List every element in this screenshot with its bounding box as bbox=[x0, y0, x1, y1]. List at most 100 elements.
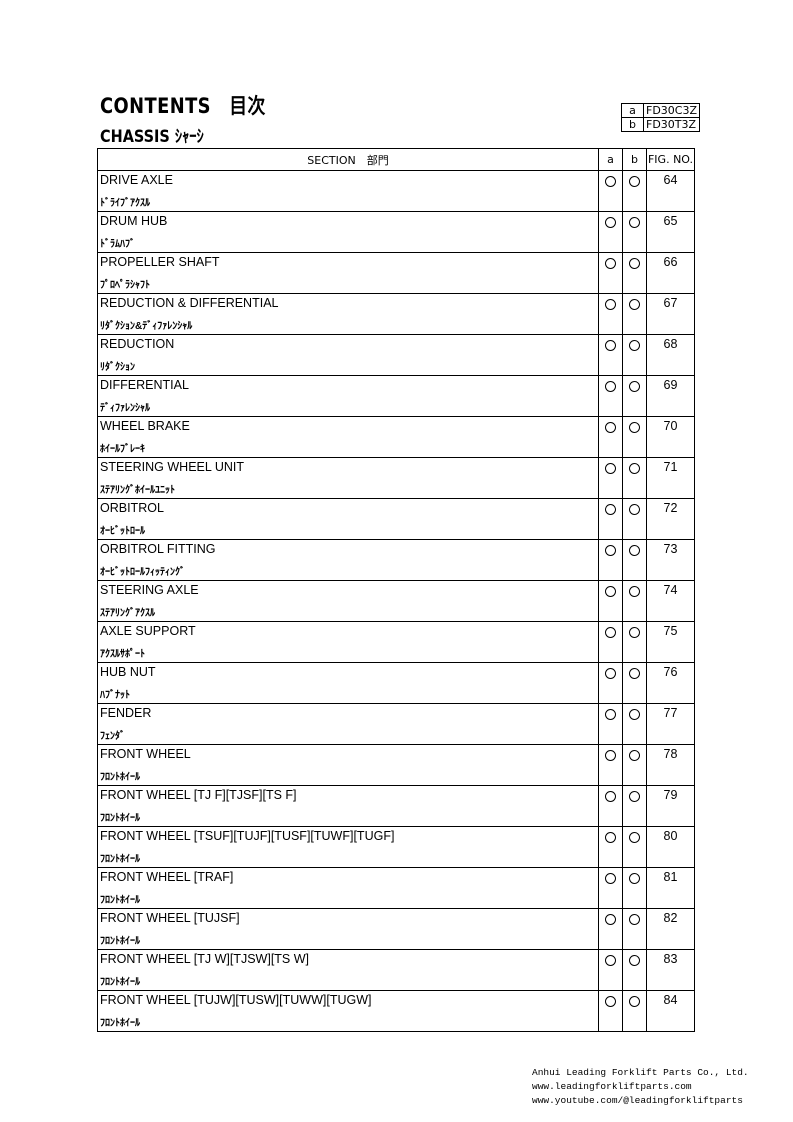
section-name-en: DRIVE AXLE bbox=[100, 173, 173, 187]
model-value: FD30T3Z bbox=[642, 117, 701, 132]
fig-number-cell[interactable]: 71 bbox=[646, 457, 695, 499]
circle-mark-icon bbox=[629, 791, 640, 802]
section-name-en: REDUCTION & DIFFERENTIAL bbox=[100, 296, 279, 310]
page-subtitle: CHASSIS ｼｬｰｼ bbox=[100, 127, 204, 147]
applicability-a bbox=[598, 621, 623, 663]
section-name-jp: ﾄﾞﾗｲﾌﾞｱｸｽﾙ bbox=[100, 198, 150, 209]
header-fig: FIG. NO. bbox=[646, 148, 695, 171]
fig-number-cell[interactable]: 72 bbox=[646, 498, 695, 540]
section-name-jp: ﾌｪﾝﾀﾞ bbox=[100, 731, 125, 742]
fig-number-link[interactable]: 80 bbox=[663, 829, 678, 843]
fig-number-cell[interactable]: 75 bbox=[646, 621, 695, 663]
section-name-jp: ﾌﾟﾛﾍﾟﾗｼｬﾌﾄ bbox=[100, 280, 150, 291]
footer-company: Anhui Leading Forklift Parts Co., Ltd. bbox=[532, 1067, 749, 1078]
fig-number-cell[interactable]: 77 bbox=[646, 703, 695, 745]
fig-number-link[interactable]: 76 bbox=[663, 665, 678, 679]
section-name-en: PROPELLER SHAFT bbox=[100, 255, 220, 269]
circle-mark-icon bbox=[605, 914, 616, 925]
table-row: ORBITROL FITTING ｵｰﾋﾞｯﾄﾛｰﾙﾌｨｯﾃｨﾝｸﾞ 73 bbox=[97, 539, 695, 581]
circle-mark-icon bbox=[605, 504, 616, 515]
circle-mark-icon bbox=[629, 668, 640, 679]
fig-number-link[interactable]: 68 bbox=[663, 337, 678, 351]
fig-number-cell[interactable]: 78 bbox=[646, 744, 695, 786]
fig-number-cell[interactable]: 76 bbox=[646, 662, 695, 704]
applicability-b bbox=[622, 498, 647, 540]
applicability-a bbox=[598, 498, 623, 540]
fig-number-cell[interactable]: 64 bbox=[646, 170, 695, 212]
applicability-a bbox=[598, 990, 623, 1032]
fig-number-link[interactable]: 83 bbox=[663, 952, 678, 966]
header-a: a bbox=[598, 148, 623, 171]
fig-number-link[interactable]: 72 bbox=[663, 501, 678, 515]
section-cell: FRONT WHEEL [TJ F][TJSF][TS F] ﾌﾛﾝﾄﾎｲｰﾙ bbox=[97, 785, 599, 827]
fig-number-cell[interactable]: 80 bbox=[646, 826, 695, 868]
section-name-jp: ﾄﾞﾗﾑﾊﾌﾞ bbox=[100, 239, 135, 250]
applicability-b bbox=[622, 252, 647, 294]
circle-mark-icon bbox=[629, 504, 640, 515]
applicability-b bbox=[622, 334, 647, 376]
applicability-b bbox=[622, 457, 647, 499]
applicability-b bbox=[622, 826, 647, 868]
fig-number-link[interactable]: 74 bbox=[663, 583, 678, 597]
circle-mark-icon bbox=[629, 176, 640, 187]
fig-number-link[interactable]: 81 bbox=[663, 870, 678, 884]
fig-number-link[interactable]: 71 bbox=[663, 460, 678, 474]
applicability-b bbox=[622, 416, 647, 458]
circle-mark-icon bbox=[605, 299, 616, 310]
fig-number-cell[interactable]: 67 bbox=[646, 293, 695, 335]
section-name-en: WHEEL BRAKE bbox=[100, 419, 190, 433]
fig-number-link[interactable]: 73 bbox=[663, 542, 678, 556]
circle-mark-icon bbox=[629, 914, 640, 925]
section-name-jp: ﾘﾀﾞｸｼｮﾝ bbox=[100, 362, 135, 373]
fig-number-link[interactable]: 78 bbox=[663, 747, 678, 761]
section-name-jp: ﾊﾌﾞﾅｯﾄ bbox=[100, 690, 130, 701]
circle-mark-icon bbox=[629, 258, 640, 269]
section-cell: FENDER ﾌｪﾝﾀﾞ bbox=[97, 703, 599, 745]
applicability-a bbox=[598, 334, 623, 376]
table-row: FRONT WHEEL [TSUF][TUJF][TUSF][TUWF][TUG… bbox=[97, 826, 695, 868]
fig-number-cell[interactable]: 82 bbox=[646, 908, 695, 950]
fig-number-cell[interactable]: 79 bbox=[646, 785, 695, 827]
circle-mark-icon bbox=[629, 873, 640, 884]
fig-number-cell[interactable]: 69 bbox=[646, 375, 695, 417]
applicability-a bbox=[598, 252, 623, 294]
fig-number-cell[interactable]: 74 bbox=[646, 580, 695, 622]
fig-number-link[interactable]: 70 bbox=[663, 419, 678, 433]
circle-mark-icon bbox=[605, 381, 616, 392]
fig-number-cell[interactable]: 73 bbox=[646, 539, 695, 581]
fig-number-cell[interactable]: 65 bbox=[646, 211, 695, 253]
fig-number-cell[interactable]: 66 bbox=[646, 252, 695, 294]
fig-number-link[interactable]: 75 bbox=[663, 624, 678, 638]
applicability-a bbox=[598, 170, 623, 212]
fig-number-link[interactable]: 79 bbox=[663, 788, 678, 802]
table-row: PROPELLER SHAFT ﾌﾟﾛﾍﾟﾗｼｬﾌﾄ 66 bbox=[97, 252, 695, 294]
fig-number-link[interactable]: 66 bbox=[663, 255, 678, 269]
fig-number-link[interactable]: 82 bbox=[663, 911, 678, 925]
table-row: DRUM HUB ﾄﾞﾗﾑﾊﾌﾞ 65 bbox=[97, 211, 695, 253]
circle-mark-icon bbox=[605, 709, 616, 720]
fig-number-link[interactable]: 84 bbox=[663, 993, 678, 1007]
fig-number-link[interactable]: 67 bbox=[663, 296, 678, 310]
fig-number-cell[interactable]: 84 bbox=[646, 990, 695, 1032]
section-name-en: DRUM HUB bbox=[100, 214, 168, 228]
section-cell: STEERING WHEEL UNIT ｽﾃｱﾘﾝｸﾞﾎｲｰﾙﾕﾆｯﾄ bbox=[97, 457, 599, 499]
fig-number-cell[interactable]: 68 bbox=[646, 334, 695, 376]
circle-mark-icon bbox=[629, 545, 640, 556]
circle-mark-icon bbox=[605, 832, 616, 843]
section-name-en: FRONT WHEEL [TJ W][TJSW][TS W] bbox=[100, 952, 310, 966]
fig-number-cell[interactable]: 70 bbox=[646, 416, 695, 458]
table-row: REDUCTION & DIFFERENTIAL ﾘﾀﾞｸｼｮﾝ&ﾃﾞｨﾌｧﾚﾝｼ… bbox=[97, 293, 695, 335]
applicability-a bbox=[598, 908, 623, 950]
applicability-a bbox=[598, 457, 623, 499]
table-row: ORBITROL ｵｰﾋﾞｯﾄﾛｰﾙ 72 bbox=[97, 498, 695, 540]
fig-number-link[interactable]: 64 bbox=[663, 173, 678, 187]
fig-number-link[interactable]: 65 bbox=[663, 214, 678, 228]
section-cell: REDUCTION ﾘﾀﾞｸｼｮﾝ bbox=[97, 334, 599, 376]
fig-number-cell[interactable]: 81 bbox=[646, 867, 695, 909]
fig-number-link[interactable]: 69 bbox=[663, 378, 678, 392]
applicability-a bbox=[598, 744, 623, 786]
section-name-jp: ｵｰﾋﾞｯﾄﾛｰﾙ bbox=[100, 526, 145, 537]
fig-number-cell[interactable]: 83 bbox=[646, 949, 695, 991]
circle-mark-icon bbox=[629, 463, 640, 474]
fig-number-link[interactable]: 77 bbox=[663, 706, 678, 720]
